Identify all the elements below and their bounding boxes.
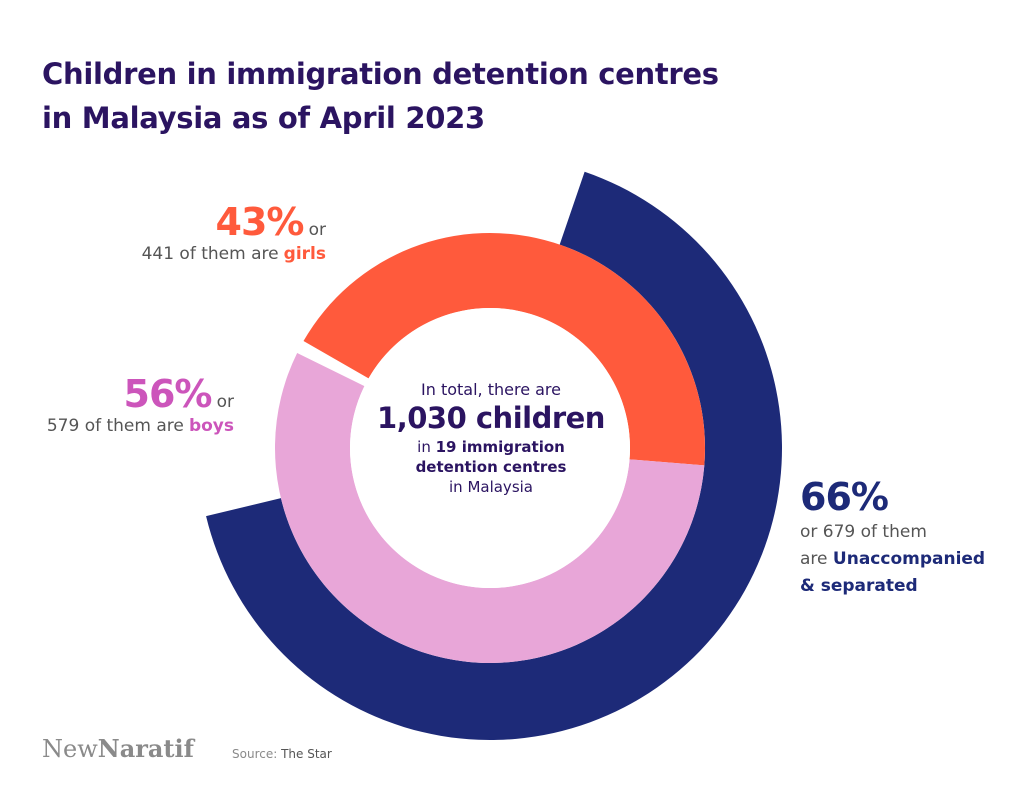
chart-title: Children in immigration detention centre… xyxy=(42,52,719,140)
chart-rings xyxy=(206,171,782,740)
girls-or: or xyxy=(308,220,326,240)
brand-logo: NewNaratif xyxy=(42,734,194,763)
girls-label: 43% or 441 of them are girls xyxy=(142,200,326,264)
boys-word: boys xyxy=(188,416,234,436)
center-line5: in Malaysia xyxy=(449,478,533,496)
title-line-2: in Malaysia as of April 2023 xyxy=(42,101,485,135)
unaccompanied-line1: or 679 of them xyxy=(800,522,927,542)
unaccompanied-line2-pre: are xyxy=(800,549,828,569)
center-total: 1,030 children xyxy=(377,401,605,435)
unaccompanied-label: 66% or 679 of them are Unaccompanied & s… xyxy=(800,475,985,600)
girls-arc xyxy=(303,233,705,466)
source-value: The Star xyxy=(281,747,332,761)
donut-hole xyxy=(350,308,630,588)
girls-word: girls xyxy=(283,244,326,264)
girls-count-text: 441 of them are xyxy=(141,244,279,264)
unaccompanied-line3: & separated xyxy=(800,576,918,596)
boys-count-text: 579 of them are xyxy=(46,416,184,436)
unaccompanied-word: Unaccompanied xyxy=(832,549,986,569)
brand-bold: Naratif xyxy=(97,734,194,763)
center-line1: In total, there are xyxy=(421,380,561,399)
center-line3-pre: in xyxy=(417,438,431,456)
center-line4: detention centres xyxy=(415,458,567,476)
title-line-1: Children in immigration detention centre… xyxy=(42,57,719,91)
source-note: Source: The Star xyxy=(232,747,332,761)
unaccompanied-percent: 66% xyxy=(800,475,889,519)
boys-percent: 56% xyxy=(123,372,213,416)
source-label: Source: xyxy=(232,747,278,761)
center-line3-bold: 19 immigration xyxy=(435,438,565,456)
girls-percent: 43% xyxy=(215,200,305,244)
boys-label: 56% or 579 of them are boys xyxy=(47,372,234,436)
center-summary: In total, there are 1,030 children in 19… xyxy=(360,380,622,497)
boys-or: or xyxy=(216,392,234,412)
boys-arc xyxy=(274,352,705,664)
brand-light: New xyxy=(42,735,98,763)
